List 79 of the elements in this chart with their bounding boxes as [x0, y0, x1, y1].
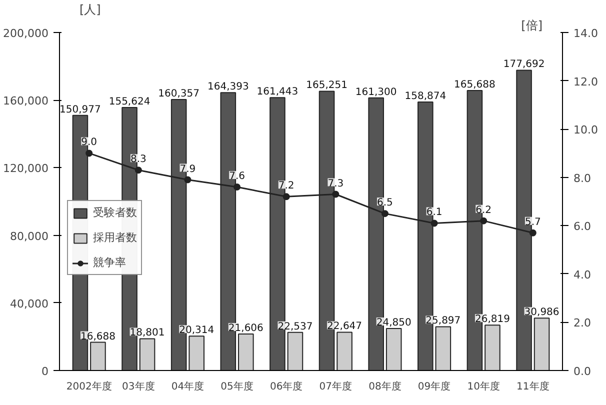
x-tick-label: 03年度 [122, 380, 155, 392]
data-label: 7.6 [229, 171, 245, 182]
bar [484, 324, 500, 370]
x-tick-label: 09年度 [418, 380, 451, 392]
data-label: 7.9 [180, 164, 196, 175]
point [529, 229, 536, 236]
point [184, 176, 192, 184]
point [134, 166, 142, 174]
y-tick-label: 200,000 [3, 27, 49, 40]
data-label: 161,300 [355, 86, 397, 98]
data-label: 7.3 [328, 178, 344, 190]
data-label: 164,393 [207, 82, 249, 93]
data-label: 30,986 [524, 307, 560, 318]
data-label: 5.7 [524, 216, 541, 228]
data-label: 161,443 [256, 86, 298, 98]
y-tick-label: 120,000 [3, 162, 49, 176]
legend-label: 競争率 [93, 255, 126, 270]
data-label: 21,606 [228, 322, 264, 334]
y2-tick-label: 10.0 [574, 124, 598, 137]
data-label: 26,819 [474, 314, 510, 326]
data-label: 165,688 [454, 79, 496, 90]
bar [139, 338, 156, 370]
bar [238, 333, 254, 370]
x-tick-label: 2002年度 [66, 380, 112, 392]
data-label: 16,688 [80, 331, 116, 342]
data-label: 18,801 [130, 328, 165, 339]
y-tick-label: 80,000 [10, 230, 49, 243]
data-label: 155,624 [108, 96, 150, 108]
data-label: 177,692 [503, 59, 545, 70]
data-label: 160,357 [158, 88, 200, 100]
data-label: 9.0 [81, 137, 98, 148]
y2-tick-label: 0.0 [574, 365, 591, 378]
data-label: 22,537 [278, 321, 313, 332]
point [332, 190, 340, 198]
bar [90, 342, 106, 370]
point [381, 210, 388, 218]
y2-tick-label: 14.0 [574, 27, 598, 40]
x-tick-label: 08年度 [368, 380, 402, 392]
data-label: 165,251 [306, 80, 348, 92]
data-label: 24,850 [376, 318, 412, 329]
data-label: 8.3 [130, 154, 146, 166]
data-label: 6.5 [377, 198, 393, 209]
point [430, 220, 438, 227]
y2-tick-label: 2.0 [574, 316, 591, 330]
y-tick-label: 160,000 [3, 94, 49, 108]
y-axis-title: [人] [80, 2, 101, 16]
data-label: 20,314 [179, 325, 214, 336]
bar [435, 326, 452, 370]
y2-tick-label: 4.0 [574, 268, 591, 282]
bar [534, 318, 550, 370]
x-tick-label: 04年度 [171, 380, 204, 392]
data-label: 6.1 [426, 207, 442, 218]
data-label: 7.2 [278, 180, 294, 192]
y-tick-label: 40,000 [10, 297, 49, 310]
bar [188, 336, 204, 370]
y2-tick-label: 12.0 [574, 75, 598, 88]
y2-axis-title: [倍] [521, 18, 543, 32]
legend-label: 採用者数 [93, 230, 137, 245]
data-label: 25,897 [426, 316, 461, 327]
data-label: 22,647 [327, 321, 362, 332]
bar [287, 332, 304, 370]
legend-label: 受験者数 [93, 205, 137, 220]
y2-tick-label: 6.0 [574, 220, 591, 234]
x-tick-label: 07年度 [319, 380, 352, 392]
x-tick-label: 06年度 [270, 380, 303, 392]
data-label: 6.2 [476, 204, 492, 216]
x-tick-label: 05年度 [220, 380, 254, 392]
bar [336, 332, 352, 370]
point [282, 193, 290, 200]
data-label: 150,977 [60, 104, 101, 116]
bar [386, 328, 402, 370]
point [234, 184, 241, 191]
y2-tick-label: 8.0 [574, 172, 591, 185]
x-tick-label: 10年度 [467, 380, 500, 392]
y-tick-label: 0 [42, 365, 48, 378]
point [86, 150, 93, 157]
data-label: 158,874 [404, 91, 446, 102]
x-tick-label: 11年度 [516, 380, 550, 392]
point [480, 217, 488, 224]
